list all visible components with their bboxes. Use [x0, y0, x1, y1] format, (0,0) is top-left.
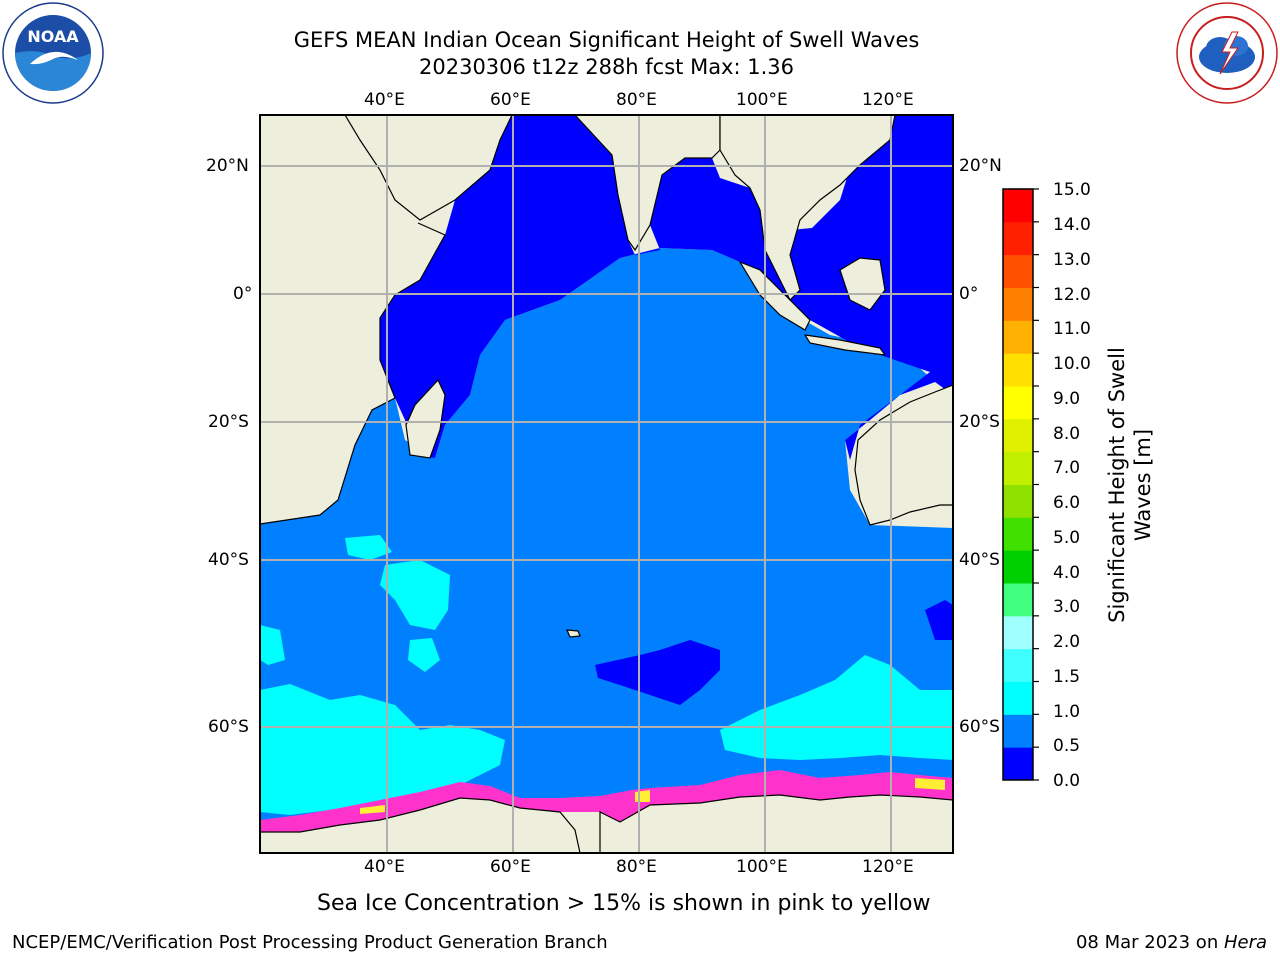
graticule	[260, 115, 953, 853]
colorbar-segment	[1003, 221, 1033, 256]
colorbar-segment	[1003, 353, 1033, 387]
lat-label-left: 20°N	[206, 156, 249, 176]
colorbar-frame	[1002, 188, 1034, 781]
colorbar-tick-label: 13.0	[1053, 250, 1091, 270]
borneo	[839, 257, 886, 311]
colorbar-tick-label: 15.0	[1053, 180, 1091, 200]
colorbar-tick-label: 11.0	[1053, 319, 1091, 339]
colorbar-segment	[1003, 386, 1033, 420]
colorbar-tick-label: 0.0	[1053, 771, 1081, 791]
map-area	[260, 115, 953, 853]
colorbar-segment	[1003, 648, 1033, 682]
lat-label-left: 40°S	[208, 550, 249, 570]
colorbar-segment	[1003, 550, 1033, 584]
colorbar-segment	[1003, 681, 1033, 715]
nws-logo	[1176, 2, 1278, 104]
lon-label-top: 120°E	[862, 90, 914, 110]
footer-host: Hera	[1223, 932, 1267, 953]
lon-label-bottom: 120°E	[862, 857, 914, 877]
lon-label-top: 80°E	[616, 90, 657, 110]
lon-label-bottom: 80°E	[616, 857, 657, 877]
colorbar-tick-label: 3.0	[1053, 597, 1081, 617]
southeast-asia	[719, 115, 896, 302]
lat-label-right: 60°S	[959, 717, 1000, 737]
sea-ice-yellow-2	[915, 778, 945, 790]
colorbar-segment	[1003, 484, 1033, 518]
lon-label-top: 100°E	[736, 90, 788, 110]
lat-label-right: 0°	[959, 284, 979, 304]
lon-label-bottom: 60°E	[490, 857, 531, 877]
colorbar-tick-label: 6.0	[1053, 493, 1081, 513]
lat-label-left: 0°	[233, 284, 253, 304]
noaa-logo: NOAA	[2, 2, 104, 104]
lat-label-right: 40°S	[959, 550, 1000, 570]
kerguelen-island	[566, 629, 581, 638]
colorbar-tick-label: 14.0	[1053, 215, 1091, 235]
lon-label-top: 40°E	[364, 90, 405, 110]
chart-title: GEFS MEAN Indian Ocean Significant Heigh…	[293, 28, 920, 52]
colorbar-segment	[1003, 287, 1033, 321]
colorbar	[1003, 188, 1039, 781]
ocean-high-swell-patch-1	[380, 560, 450, 630]
colorbar-label-box: Significant Height of Swell Waves [m]	[1060, 347, 1200, 623]
colorbar-segment	[1003, 451, 1033, 485]
colorbar-tick-label: 0.5	[1053, 736, 1081, 756]
sea-ice-yellow-3	[635, 790, 650, 802]
ocean-high-swell-patch-2	[345, 535, 392, 560]
lat-label-left: 20°S	[208, 412, 249, 432]
colorbar-tick-label: 9.0	[1053, 389, 1081, 409]
madagascar	[405, 378, 446, 459]
australia	[854, 384, 953, 526]
colorbar-tick-label: 10.0	[1053, 354, 1091, 374]
lat-label-left: 60°S	[208, 717, 249, 737]
lon-label-bottom: 40°E	[364, 857, 405, 877]
colorbar-tick-label: 1.5	[1053, 667, 1081, 687]
antarctica	[260, 794, 953, 853]
ocean-low-swell-patch	[595, 640, 720, 705]
chart-subtitle: 20230306 t12z 288h fcst Max: 1.36	[419, 55, 794, 79]
sea-ice-yellow-1	[360, 805, 385, 814]
colorbar-segment	[1003, 583, 1033, 617]
colorbar-segment	[1003, 418, 1033, 453]
footer-credit: NCEP/EMC/Verification Post Processing Pr…	[12, 932, 608, 953]
colorbar-segment	[1003, 189, 1033, 223]
colorbar-label: Significant Height of Swell Waves [m]	[1105, 347, 1155, 623]
colorbar-segment	[1003, 714, 1033, 748]
ocean-high-swell-sw	[260, 684, 505, 815]
ocean-low-swell-north	[380, 115, 953, 460]
colorbar-segment	[1003, 517, 1033, 551]
sea-ice-band	[260, 770, 953, 832]
lat-label-right: 20°S	[959, 412, 1000, 432]
ocean-high-swell-se	[720, 655, 953, 760]
sea-ice-note: Sea Ice Concentration > 15% is shown in …	[317, 891, 931, 916]
lon-label-top: 60°E	[490, 90, 531, 110]
africa-arabia-coast	[344, 115, 513, 221]
colorbar-tick-label: 2.0	[1053, 632, 1081, 652]
colorbar-tick-label: 8.0	[1053, 424, 1081, 444]
lat-label-right: 20°N	[959, 156, 1002, 176]
lon-label-bottom: 100°E	[736, 857, 788, 877]
colorbar-segment	[1003, 320, 1033, 354]
ocean-high-swell-patch-3	[408, 638, 440, 672]
noaa-logo-text: NOAA	[27, 27, 79, 46]
colorbar-segment	[1003, 254, 1033, 288]
colorbar-tick-label: 1.0	[1053, 702, 1081, 722]
java	[803, 334, 887, 356]
ocean-low-swell-patch-e	[925, 600, 953, 640]
colorbar-tick-label: 12.0	[1053, 285, 1091, 305]
colorbar-tick-label: 7.0	[1053, 458, 1081, 478]
footer-date-text: 08 Mar 2023 on	[1075, 932, 1224, 953]
map-frame	[259, 114, 954, 854]
colorbar-tick-label: 4.0	[1053, 563, 1081, 583]
colorbar-segment	[1003, 615, 1033, 650]
ocean-mid-swell	[260, 248, 953, 830]
colorbar-tick-label: 5.0	[1053, 528, 1081, 548]
footer-date: 08 Mar 2023 on Hera	[1076, 932, 1267, 954]
colorbar-segment	[1003, 747, 1033, 781]
ocean-high-swell-patch-4	[260, 625, 285, 665]
